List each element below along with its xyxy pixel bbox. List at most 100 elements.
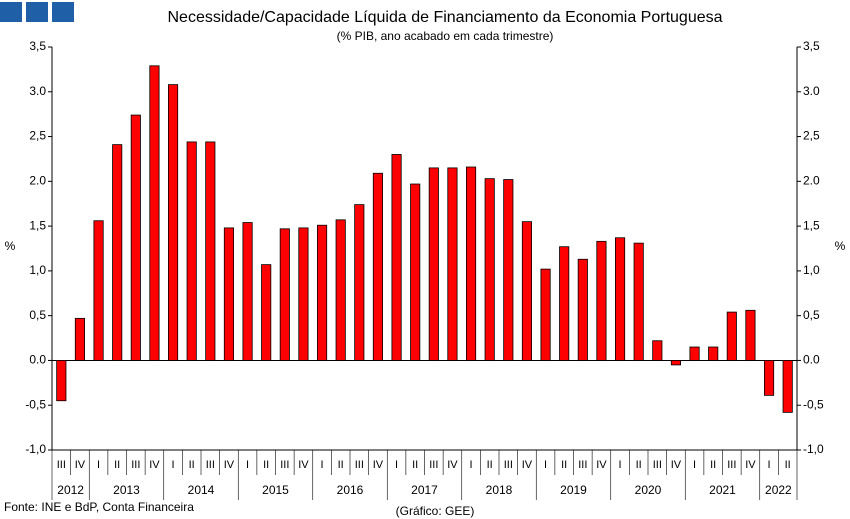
y2-tick-label: -1,0 <box>803 442 824 456</box>
x-tick-label: II <box>710 459 716 471</box>
x-tick-label: I <box>97 459 100 471</box>
x-tick-label: IV <box>671 459 682 471</box>
bar <box>596 240 607 361</box>
bar <box>484 178 495 361</box>
chart-subtitle: (% PIB, ano acabado em cada trimestre) <box>337 29 554 43</box>
credit: (Gráfico: GEE) <box>396 504 475 518</box>
logo-block <box>26 2 48 22</box>
bar <box>782 360 793 413</box>
bar <box>503 179 514 361</box>
y-tick-label: 0.0 <box>29 353 46 367</box>
y-tick-label: 1,5 <box>29 218 46 232</box>
logo-block <box>0 2 22 22</box>
y-tick-label: 0,5 <box>29 308 46 322</box>
year-label: 2021 <box>709 483 736 497</box>
x-tick-label: IV <box>224 459 235 471</box>
x-tick-label: I <box>693 459 696 471</box>
bar <box>689 346 700 361</box>
x-tick-label: IV <box>447 459 458 471</box>
bar <box>354 204 365 361</box>
bar <box>633 242 644 361</box>
year-label: 2019 <box>560 483 587 497</box>
year-label: 2022 <box>765 483 792 497</box>
x-tick-label: I <box>395 459 398 471</box>
y2-tick-label: 3.0 <box>803 84 820 98</box>
year-label: 2016 <box>337 483 364 497</box>
bar <box>298 227 309 361</box>
x-tick-label: IV <box>298 459 309 471</box>
x-tick-label: III <box>504 459 513 471</box>
x-tick-label: II <box>412 459 418 471</box>
year-label: 2020 <box>635 483 662 497</box>
x-tick-label: IV <box>596 459 607 471</box>
x-tick-label: II <box>338 459 344 471</box>
y2-tick-label: 2,5 <box>803 129 820 143</box>
y-tick-label: -0,5 <box>25 397 46 411</box>
bar <box>168 84 179 361</box>
bar <box>112 144 123 361</box>
x-tick-label: III <box>578 459 587 471</box>
year-label: 2015 <box>262 483 289 497</box>
y2-tick-label: 2.0 <box>803 174 820 188</box>
bar <box>149 65 160 361</box>
year-label: 2017 <box>411 483 438 497</box>
y-tick-label: -1,0 <box>25 442 46 456</box>
bar <box>74 317 85 361</box>
bar <box>466 166 477 361</box>
bar <box>205 141 216 361</box>
x-tick-label: III <box>206 459 215 471</box>
y2-axis-label: % <box>835 239 846 253</box>
y-tick-label: 3.0 <box>29 84 46 98</box>
bar <box>447 167 458 361</box>
x-tick-label: II <box>263 459 269 471</box>
y2-tick-label: -0,5 <box>803 397 824 411</box>
x-tick-label: IV <box>373 459 384 471</box>
x-tick-label: III <box>429 459 438 471</box>
bar <box>242 222 253 361</box>
x-tick-label: IV <box>522 459 533 471</box>
bar <box>372 172 383 361</box>
x-tick-label: II <box>189 459 195 471</box>
chart-title: Necessidade/Capacidade Líquida de Financ… <box>167 9 722 26</box>
y-tick-label: 2.0 <box>29 174 46 188</box>
y2-tick-label: 3,5 <box>803 39 820 53</box>
bar <box>428 167 439 361</box>
bar <box>56 360 67 402</box>
bar <box>521 221 532 361</box>
x-tick-label: II <box>785 459 791 471</box>
bar <box>615 237 626 361</box>
bar <box>652 340 663 361</box>
x-tick-label: III <box>727 459 736 471</box>
source: Fonte: INE e BdP, Conta Financeira <box>4 500 194 514</box>
bar <box>223 227 234 361</box>
bar <box>391 154 402 361</box>
y2-tick-label: 1,0 <box>803 263 820 277</box>
y2-tick-label: 0,5 <box>803 308 820 322</box>
bar <box>764 360 775 396</box>
logo-block <box>52 2 74 22</box>
bar <box>745 309 756 361</box>
x-tick-label: IV <box>149 459 160 471</box>
year-label: 2013 <box>113 483 140 497</box>
bar <box>670 360 681 366</box>
y-tick-label: 2,5 <box>29 129 46 143</box>
bar <box>726 311 737 361</box>
y2-tick-label: 0.0 <box>803 353 820 367</box>
x-tick-label: III <box>653 459 662 471</box>
x-tick-label: I <box>544 459 547 471</box>
x-tick-label: II <box>636 459 642 471</box>
bar <box>559 246 570 361</box>
x-tick-label: I <box>246 459 249 471</box>
y-axis-label: % <box>5 239 16 253</box>
x-tick-label: II <box>561 459 567 471</box>
bar <box>335 219 346 361</box>
bar <box>317 224 328 361</box>
y-tick-label: 1,0 <box>29 263 46 277</box>
bar <box>279 228 290 361</box>
x-tick-label: III <box>280 459 289 471</box>
x-tick-label: I <box>172 459 175 471</box>
bar <box>93 220 104 361</box>
bar <box>410 183 421 361</box>
x-tick-label: III <box>57 459 66 471</box>
